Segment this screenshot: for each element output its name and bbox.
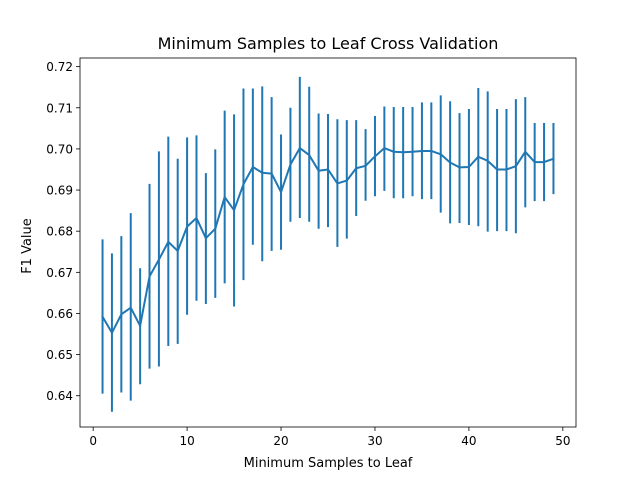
- y-tick-label: 0.68: [46, 225, 73, 239]
- y-tick-label: 0.69: [46, 184, 73, 198]
- x-tick-label: 40: [461, 434, 476, 448]
- axes-frame: [79, 57, 577, 428]
- x-axis-label: Minimum Samples to Leaf: [244, 456, 413, 471]
- y-axis-label: F1 Value: [20, 218, 35, 274]
- x-tick-label: 20: [273, 434, 288, 448]
- y-tick-label: 0.65: [46, 348, 73, 362]
- y-tick-label: 0.67: [46, 266, 73, 280]
- y-tick-label: 0.66: [46, 307, 73, 321]
- x-tick-label: 0: [89, 434, 97, 448]
- chart-title: Minimum Samples to Leaf Cross Validation: [158, 34, 499, 53]
- x-tick-label: 10: [179, 434, 194, 448]
- x-tick-label: 50: [555, 434, 570, 448]
- x-tick-label: 30: [367, 434, 382, 448]
- y-tick-label: 0.64: [46, 389, 73, 403]
- series-line: [101, 147, 555, 334]
- plot-area: 0 10 20 30 40 50 0.64 0.65 0.66 0.67 0.68 0.69 0.70 0…: [46, 57, 577, 448]
- y-tick-label: 0.70: [46, 142, 73, 156]
- y-tick-label: 0.71: [46, 101, 73, 115]
- y-tick-label: 0.72: [46, 60, 73, 74]
